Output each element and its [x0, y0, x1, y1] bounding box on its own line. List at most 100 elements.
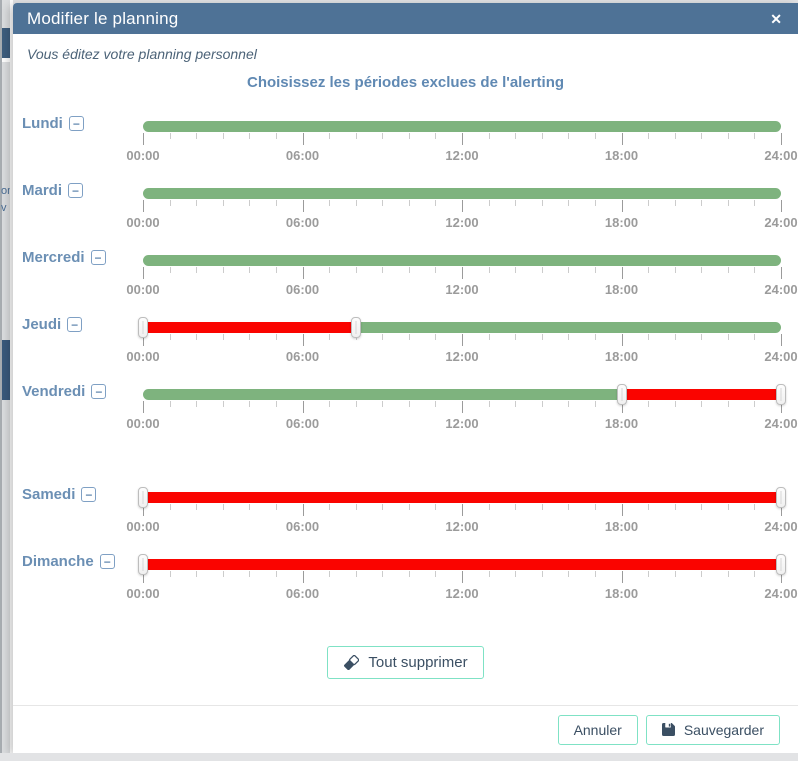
minor-tick: [674, 267, 676, 273]
day-row: Lundi − 00:00 06:00 12:00 18:00 24:00: [13, 109, 798, 176]
close-button[interactable]: ✕: [770, 12, 782, 26]
time-slider[interactable]: 00:00 06:00 12:00 18:00 24:00: [126, 554, 798, 601]
minor-tick: [594, 334, 596, 340]
minor-tick: [222, 267, 224, 273]
tick-label: 12:00: [445, 519, 479, 534]
save-label: Sauvegarder: [683, 721, 764, 738]
page-bottom-strip: [0, 753, 798, 761]
minor-tick: [169, 504, 171, 510]
minor-tick: [648, 401, 650, 407]
minor-tick: [329, 200, 331, 206]
tick-label: 00:00: [126, 282, 160, 297]
minor-tick: [329, 133, 331, 139]
minor-tick: [408, 571, 410, 577]
slider-ticks: 00:00 06:00 12:00 18:00 24:00: [126, 503, 798, 543]
tick-label: 18:00: [604, 416, 639, 431]
minor-tick: [329, 504, 331, 510]
remove-day-button[interactable]: −: [90, 250, 106, 265]
minor-tick: [674, 200, 676, 206]
minor-tick: [408, 133, 410, 139]
slider-ticks: 00:00 06:00 12:00 18:00 24:00: [126, 333, 798, 373]
day-label: Mercredi −: [22, 249, 106, 266]
slider-handle[interactable]: [616, 384, 627, 405]
remove-day-button[interactable]: −: [67, 317, 83, 332]
day-name: Mercredi: [22, 249, 85, 266]
save-button[interactable]: Sauvegarder: [645, 714, 780, 745]
slider-track: [143, 121, 781, 132]
slider-track: [143, 389, 781, 400]
day-row: Samedi − 00:00 06:00 12:00 18:00 24:00: [13, 480, 798, 547]
minor-tick: [329, 571, 331, 577]
slider-segment-green: [143, 121, 781, 132]
minor-tick: [754, 504, 756, 510]
slider-segment-red: [143, 492, 781, 503]
background-edge-bar: [0, 0, 2, 761]
tick-label: 12:00: [445, 416, 479, 431]
slider-handle[interactable]: [350, 317, 361, 338]
time-slider[interactable]: 00:00 06:00 12:00 18:00 24:00: [126, 317, 798, 364]
edit-planning-modal: Modifier le planning ✕ Vous éditez votre…: [13, 3, 798, 753]
subtitle: Vous éditez votre planning personnel: [27, 46, 257, 62]
remove-day-button[interactable]: −: [99, 554, 115, 569]
tick-label: 24:00: [764, 586, 798, 601]
remove-day-button[interactable]: −: [68, 116, 84, 131]
minor-tick: [249, 401, 251, 407]
slider-handle[interactable]: [776, 554, 786, 575]
minor-tick: [275, 267, 277, 273]
day-name: Vendredi: [22, 383, 86, 400]
minor-tick: [648, 571, 650, 577]
minus-icon: −: [85, 487, 93, 502]
minor-tick: [435, 571, 437, 577]
tick-label: 00:00: [126, 215, 160, 230]
minor-tick: [249, 267, 251, 273]
time-slider[interactable]: 00:00 06:00 12:00 18:00 24:00: [126, 121, 798, 163]
clear-all-button[interactable]: Tout supprimer: [327, 646, 484, 679]
time-slider[interactable]: 00:00 06:00 12:00 18:00 24:00: [126, 255, 798, 297]
minor-tick: [222, 504, 224, 510]
minor-tick: [196, 267, 198, 273]
major-tick: [462, 200, 463, 212]
minor-tick: [701, 334, 703, 340]
major-tick: [302, 504, 304, 516]
minor-tick: [488, 133, 490, 139]
minor-tick: [382, 133, 384, 139]
minor-tick: [196, 504, 198, 510]
major-tick: [621, 334, 623, 346]
minor-tick: [674, 571, 676, 577]
minor-tick: [169, 571, 171, 577]
slider-handle[interactable]: [776, 487, 786, 508]
slider-handle[interactable]: [776, 384, 786, 405]
tick-label: 12:00: [445, 282, 479, 297]
day-row: Mercredi − 00:00 06:00 12:00 18:00 24:00: [13, 243, 798, 310]
minor-tick: [222, 200, 224, 206]
cancel-button[interactable]: Annuler: [557, 714, 638, 745]
minor-tick: [727, 267, 729, 273]
day-label: Mardi −: [22, 182, 84, 199]
day-row: Vendredi − 00:00 06:00 12:00 18:00 24:00: [13, 377, 798, 444]
tick-label: 18:00: [604, 349, 639, 364]
slider-handle[interactable]: [138, 487, 148, 508]
minor-tick: [169, 334, 171, 340]
major-tick: [462, 401, 463, 413]
minus-icon: −: [72, 183, 80, 198]
minor-tick: [488, 401, 490, 407]
major-tick: [462, 571, 463, 583]
minor-tick: [568, 334, 570, 340]
minor-tick: [568, 571, 570, 577]
minor-tick: [196, 571, 198, 577]
minor-tick: [435, 267, 437, 273]
tick-label: 12:00: [445, 148, 479, 163]
time-slider[interactable]: 00:00 06:00 12:00 18:00 24:00: [126, 384, 798, 431]
minor-tick: [648, 504, 650, 510]
minor-tick: [541, 200, 543, 206]
slider-handle[interactable]: [138, 554, 148, 575]
remove-day-button[interactable]: −: [68, 183, 84, 198]
slider-segment-red: [143, 559, 781, 570]
minor-tick: [435, 504, 437, 510]
minus-icon: −: [103, 554, 111, 569]
remove-day-button[interactable]: −: [91, 384, 107, 399]
remove-day-button[interactable]: −: [81, 487, 97, 502]
time-slider[interactable]: 00:00 06:00 12:00 18:00 24:00: [126, 188, 798, 230]
time-slider[interactable]: 00:00 06:00 12:00 18:00 24:00: [126, 487, 798, 534]
slider-handle[interactable]: [138, 317, 148, 338]
